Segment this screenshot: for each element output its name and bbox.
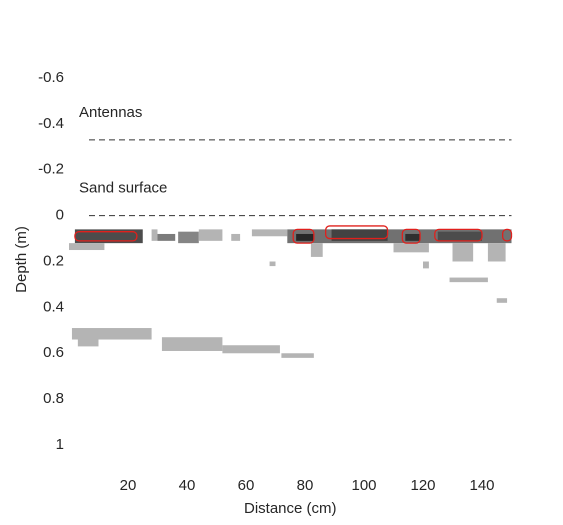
heat-cell [423,261,429,269]
y-tick-label: 0.6 [43,344,64,361]
heat-cell [281,353,314,358]
annotation: Sand surface [79,180,167,197]
heat-cell [487,243,506,262]
x-tick-label: 60 [238,477,255,494]
heat-cell [151,229,158,241]
heat-cell [77,339,99,347]
heat-cell [178,231,199,244]
heat-cell [222,345,280,354]
heat-cell [251,229,288,237]
heat-cell [296,233,314,241]
y-tick-label: -0.6 [38,69,64,86]
heat-cell [452,243,474,262]
heat-cell [310,243,323,257]
y-axis-label: Depth (m) [13,226,30,293]
y-tick-label: -0.4 [38,115,64,132]
contour [74,231,138,242]
x-tick-label: 80 [297,477,314,494]
y-tick-label: 0 [56,207,64,224]
heat-cell [157,233,176,241]
y-tick-label: 0.4 [43,298,64,315]
contour [324,225,389,240]
heat-cell [69,243,105,251]
heat-cell [74,229,143,244]
contour [501,228,513,242]
heat-cell [449,277,488,283]
y-tick-label: 0.8 [43,390,64,407]
y-tick-label: -0.2 [38,161,64,178]
contour [434,228,483,242]
contour [401,228,421,244]
y-tick-label: 0.2 [43,252,64,269]
x-tick-label: 120 [410,477,435,494]
heat-cell [161,337,223,351]
heat-cell [198,229,223,241]
annotation: Antennas [79,104,142,121]
heat-cell [393,243,429,253]
y-tick-label: 1 [56,436,64,453]
x-tick-label: 140 [469,477,494,494]
x-tick-label: 100 [351,477,376,494]
heat-cell [231,233,241,241]
contour [292,228,315,244]
x-tick-label: 20 [120,477,137,494]
x-axis-label: Distance (cm) [244,500,337,517]
heat-cell [331,229,388,241]
heat-cell [71,328,152,340]
heat-cell [405,233,421,241]
heat-cell [496,298,508,303]
x-tick-label: 40 [179,477,196,494]
heat-cell [269,261,276,267]
heat-cell [437,231,482,241]
